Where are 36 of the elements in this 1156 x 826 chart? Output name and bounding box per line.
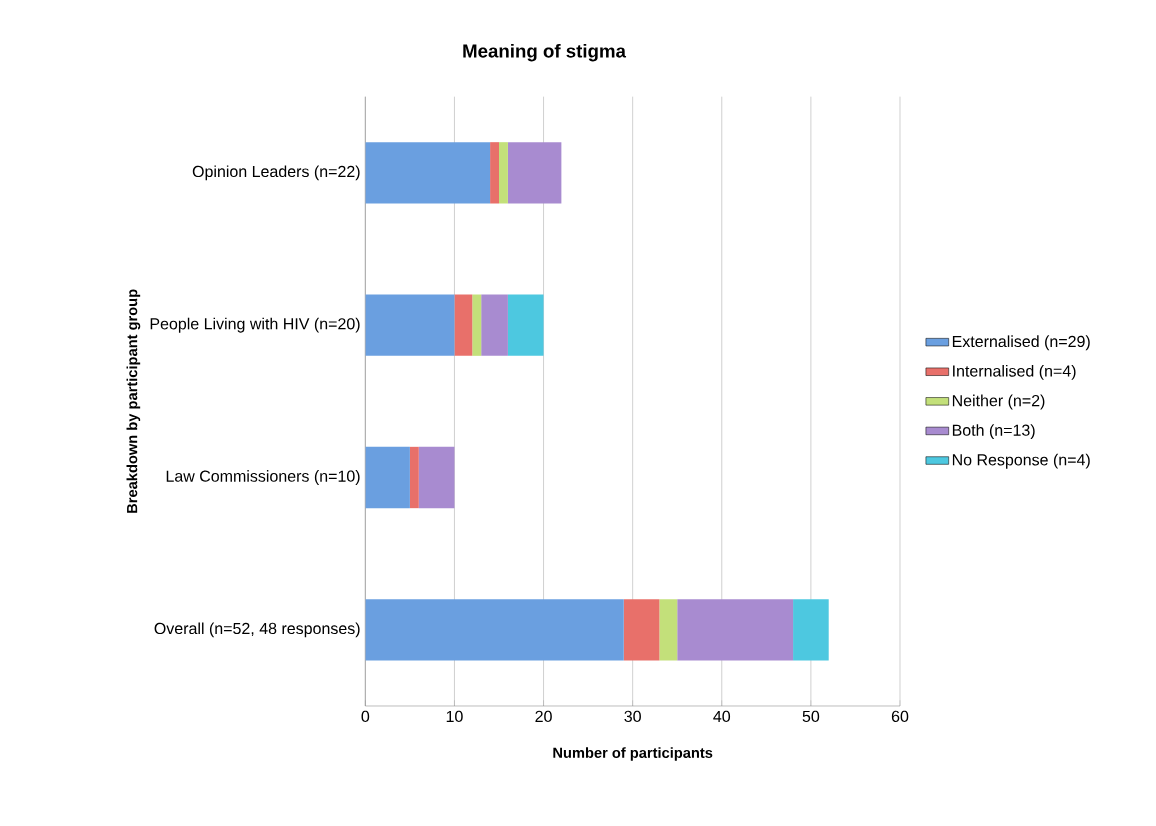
bar (793, 599, 829, 661)
y-axis-title: Breakdown by participant group (126, 289, 141, 513)
y-tick-label: Law Commissioners (n=10) (166, 470, 360, 485)
bar (677, 599, 794, 661)
x-tick-label: 20 (535, 710, 552, 723)
x-tick-label: 40 (713, 710, 731, 723)
bar (623, 599, 660, 661)
bar (499, 142, 508, 204)
bar (507, 294, 544, 356)
bar (481, 294, 508, 356)
legend-label: Both (n=13) (952, 424, 1035, 440)
bar (409, 446, 419, 509)
legend-label: No Response (n=4) (952, 453, 1090, 469)
bar (659, 599, 678, 661)
x-axis-title: Number of participants (553, 747, 713, 761)
legend-label: Neither (n=2) (952, 394, 1045, 410)
bar (490, 142, 499, 204)
bar (365, 446, 410, 509)
legend-label: Externalised (n=29) (952, 335, 1090, 351)
bar (507, 142, 562, 204)
y-tick-label: Overall (n=52, 48 responses) (154, 622, 360, 638)
bar (365, 142, 491, 204)
x-tick-label: 10 (446, 710, 463, 723)
y-tick-label: Opinion Leaders (n=22) (192, 165, 360, 181)
x-tick-label: 60 (891, 710, 909, 723)
bar (454, 294, 473, 356)
y-tick-label: People Living with HIV (n=20) (150, 317, 360, 333)
x-tick-label: 50 (802, 710, 820, 723)
x-tick-label: 0 (361, 710, 370, 723)
chart-title: Meaning of stigma (463, 43, 627, 62)
bar (418, 446, 455, 509)
bar (365, 294, 455, 356)
legend-label: Internalised (n=4) (953, 364, 1076, 380)
x-tick-label: 30 (624, 710, 641, 723)
bar (365, 599, 624, 661)
bar (472, 294, 482, 356)
